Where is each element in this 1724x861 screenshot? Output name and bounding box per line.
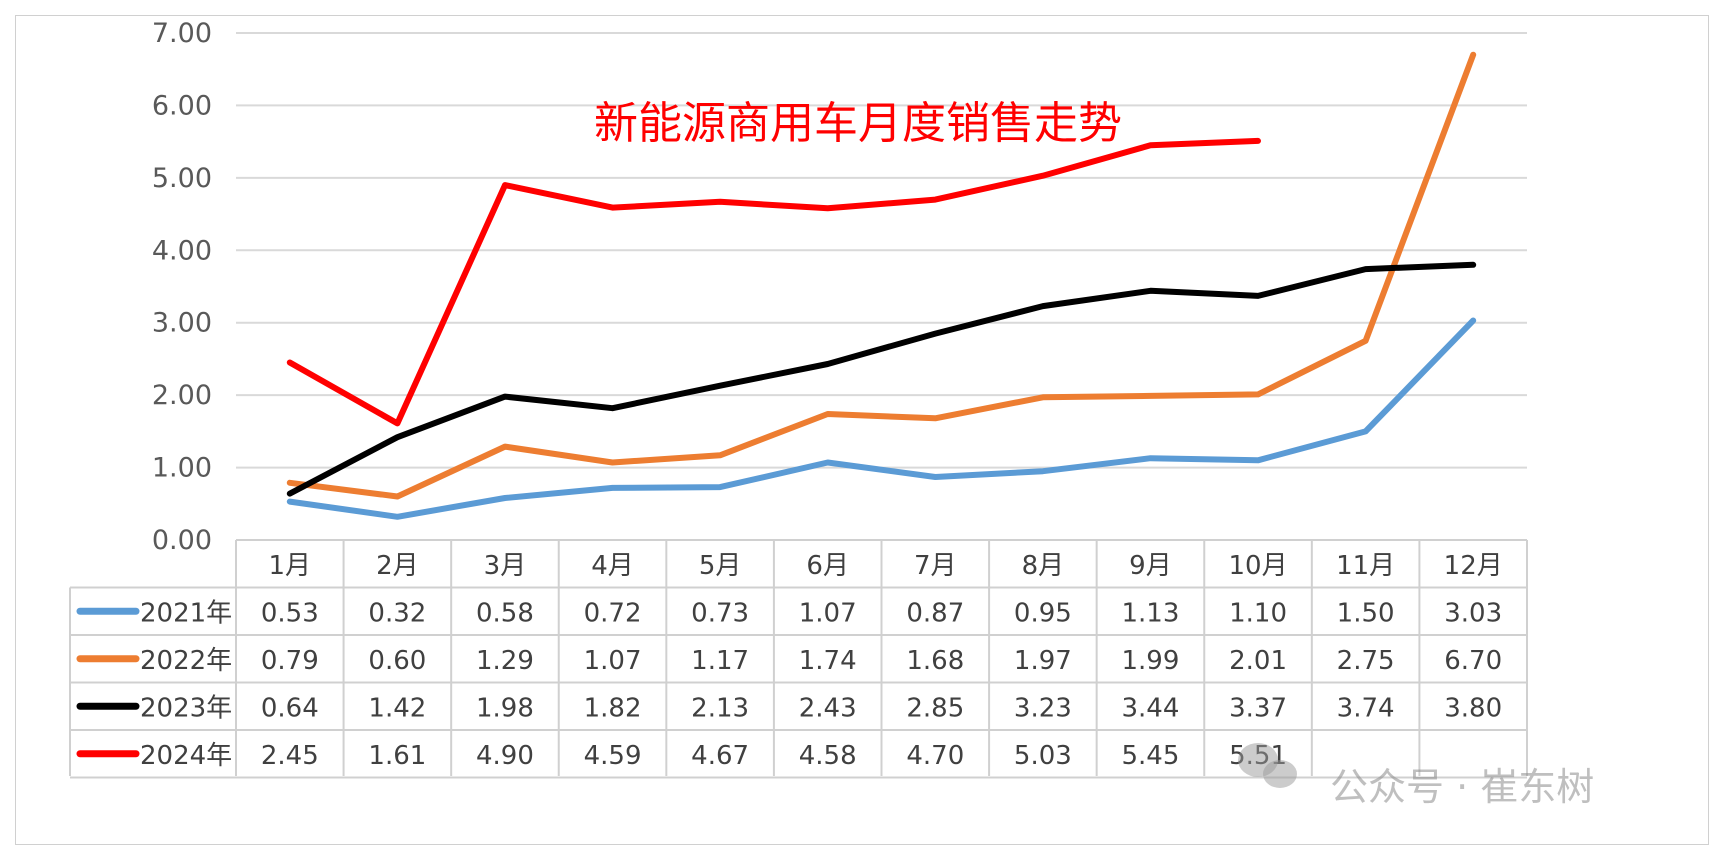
x-tick-label: 3月 — [484, 551, 527, 581]
data-label: 4.90 — [476, 741, 534, 771]
data-label: 0.95 — [1014, 598, 1072, 628]
watermark: 公众号 · 崔东树 — [1238, 743, 1594, 809]
y-axis-ticks: 0.00 1.00 2.00 3.00 4.00 5.00 6.00 7.00 — [152, 18, 212, 556]
legend-label: 2024年 — [140, 741, 232, 771]
x-tick-label: 7月 — [914, 551, 957, 581]
x-tick-label: 6月 — [806, 551, 849, 581]
data-label: 0.73 — [691, 598, 749, 628]
chart-frame — [15, 15, 1709, 845]
x-tick-label: 12月 — [1444, 551, 1503, 581]
x-tick-label: 10月 — [1228, 551, 1287, 581]
data-label: 4.59 — [584, 741, 642, 771]
data-label: 4.67 — [691, 741, 749, 771]
data-label: 1.99 — [1122, 646, 1180, 676]
x-tick-label: 2月 — [376, 551, 419, 581]
x-tick-label: 5月 — [699, 551, 742, 581]
series-line-2024年 — [286, 137, 1261, 427]
data-label: 0.60 — [368, 646, 426, 676]
data-label: 0.64 — [261, 693, 319, 723]
data-label: 3.80 — [1444, 693, 1502, 723]
data-label: 4.58 — [799, 741, 857, 771]
x-tick-label: 8月 — [1022, 551, 1065, 581]
y-tick-label: 2.00 — [152, 380, 212, 411]
legend-label: 2021年 — [140, 598, 232, 628]
series-line-2022年 — [286, 51, 1477, 500]
data-label: 1.98 — [476, 693, 534, 723]
data-label: 3.74 — [1337, 693, 1395, 723]
series-line-2021年 — [286, 317, 1477, 520]
data-label: 5.45 — [1122, 741, 1180, 771]
data-label: 1.07 — [799, 598, 857, 628]
y-tick-label: 1.00 — [152, 453, 212, 484]
data-table: 1月 2月 3月 4月 5月 6月 7月 8月 9月 10月 11月 12月 2021年 0.53 0.32… — [69, 539, 1528, 779]
data-label: 0.53 — [261, 598, 319, 628]
data-label: 6.70 — [1444, 646, 1502, 676]
data-label: 0.32 — [368, 598, 426, 628]
y-tick-label: 6.00 — [152, 90, 212, 121]
data-label: 3.03 — [1444, 598, 1502, 628]
data-label: 0.58 — [476, 598, 534, 628]
data-label: 3.23 — [1014, 693, 1072, 723]
data-label: 1.74 — [799, 646, 857, 676]
x-tick-label: 11月 — [1336, 551, 1395, 581]
series-line-2023年 — [286, 261, 1477, 497]
legend-label: 2022年 — [140, 646, 232, 676]
data-label: 2.75 — [1337, 646, 1395, 676]
data-label: 0.72 — [584, 598, 642, 628]
data-label: 4.70 — [906, 741, 964, 771]
x-tick-label: 9月 — [1129, 551, 1172, 581]
data-label: 0.79 — [261, 646, 319, 676]
data-label: 1.29 — [476, 646, 534, 676]
x-tick-label: 1月 — [269, 551, 312, 581]
data-label: 1.07 — [584, 646, 642, 676]
data-label: 1.13 — [1122, 598, 1180, 628]
y-tick-label: 5.00 — [152, 163, 212, 194]
data-label: 1.68 — [906, 646, 964, 676]
data-label: 2.45 — [261, 741, 319, 771]
wechat-icon — [1238, 743, 1297, 788]
chart-title: 新能源商用车月度销售走势 — [594, 98, 1122, 149]
data-label: 1.82 — [584, 693, 642, 723]
watermark-text: 公众号 · 崔东树 — [1330, 765, 1594, 809]
data-label: 1.10 — [1229, 598, 1287, 628]
data-label: 2.85 — [906, 693, 964, 723]
data-label: 3.37 — [1229, 693, 1287, 723]
data-label: 5.03 — [1014, 741, 1072, 771]
data-label: 0.87 — [906, 598, 964, 628]
data-label: 3.44 — [1122, 693, 1180, 723]
y-tick-label: 4.00 — [152, 235, 212, 266]
y-tick-label: 0.00 — [152, 525, 212, 556]
data-label: 1.17 — [691, 646, 749, 676]
data-label: 2.43 — [799, 693, 857, 723]
y-tick-label: 3.00 — [152, 308, 212, 339]
legend-label: 2023年 — [140, 693, 232, 723]
data-label: 1.50 — [1337, 598, 1395, 628]
data-label: 2.01 — [1229, 646, 1287, 676]
data-label: 2.13 — [691, 693, 749, 723]
y-tick-label: 7.00 — [152, 18, 212, 49]
data-label: 1.42 — [368, 693, 426, 723]
data-label: 1.97 — [1014, 646, 1072, 676]
data-label: 1.61 — [368, 741, 426, 771]
series-lines — [286, 51, 1477, 520]
x-tick-label: 4月 — [591, 551, 634, 581]
